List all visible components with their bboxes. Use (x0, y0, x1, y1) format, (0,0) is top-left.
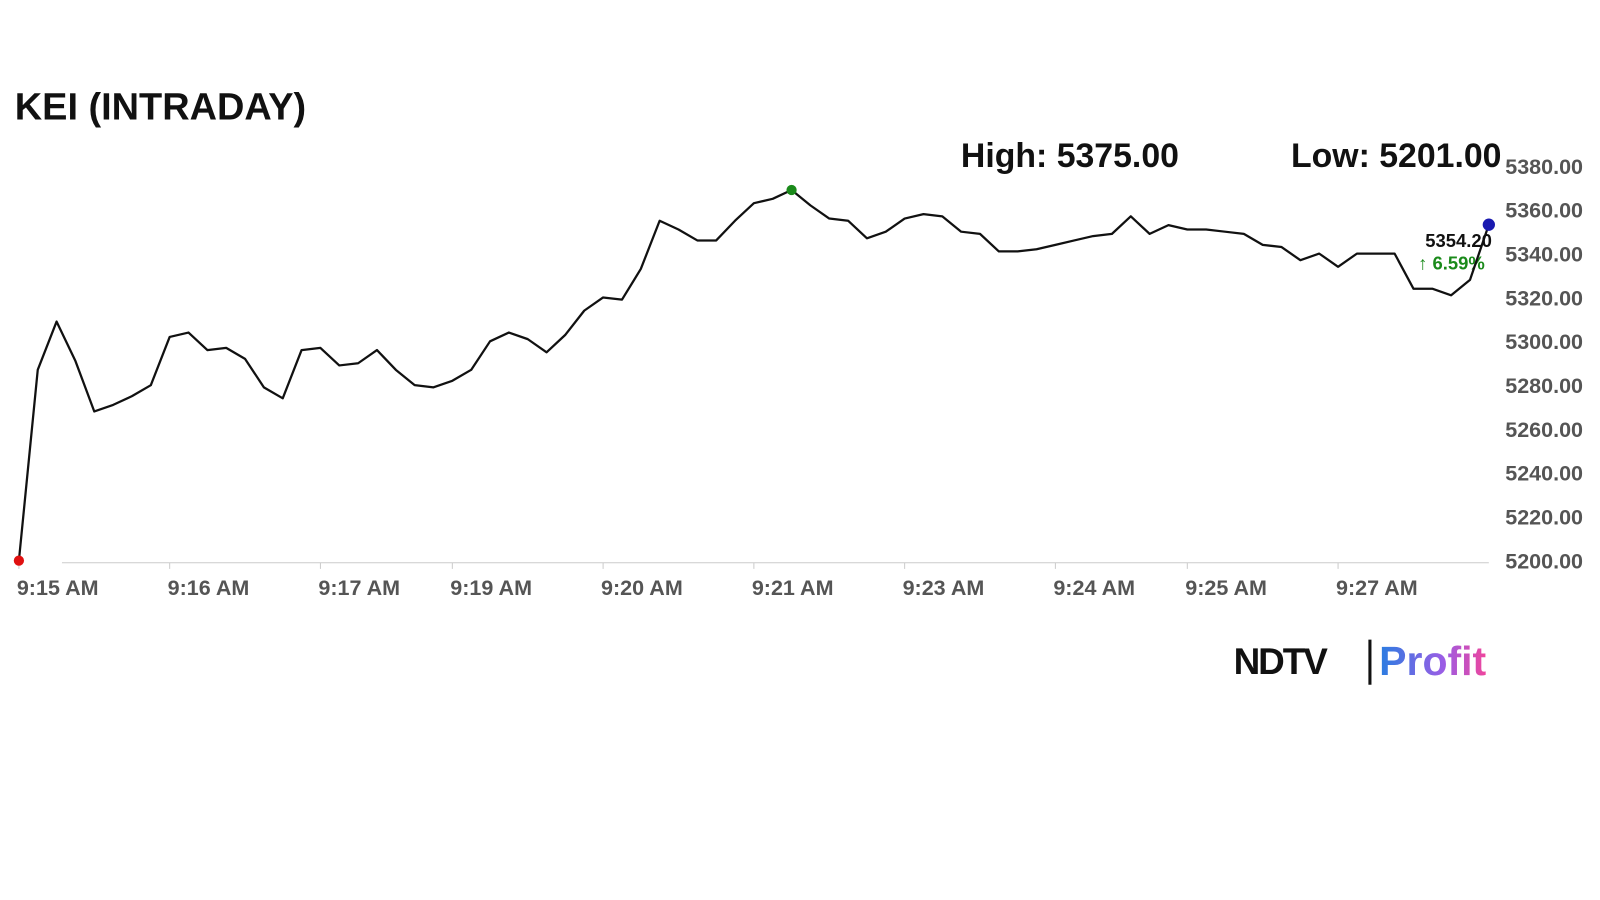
change-label: ↑ 6.59% (1418, 252, 1485, 273)
last-marker (1482, 218, 1495, 231)
x-tick-label: 9:21 AM (752, 576, 834, 600)
y-tick-label: 5360.00 (1505, 199, 1583, 223)
last-price-label: 5354.20 (1425, 230, 1492, 251)
x-tick-label: 9:17 AM (318, 576, 400, 600)
x-tick-label: 9:24 AM (1053, 576, 1135, 600)
x-tick-label: 9:19 AM (450, 576, 532, 600)
y-tick-label: 5240.00 (1505, 462, 1583, 486)
x-tick-label: 9:23 AM (903, 576, 985, 600)
high-label: High: 5375.00 (961, 137, 1179, 175)
x-tick-label: 9:27 AM (1336, 576, 1418, 600)
y-tick-label: 5220.00 (1505, 506, 1583, 530)
high-marker (786, 184, 797, 196)
y-tick-label: 5380.00 (1505, 155, 1583, 179)
y-tick-label: 5280.00 (1505, 374, 1583, 398)
y-tick-label: 5300.00 (1505, 330, 1583, 354)
x-tick-label: 9:15 AM (17, 576, 99, 600)
price-line (17, 188, 1490, 561)
x-tick-label: 9:25 AM (1185, 576, 1267, 600)
brand-logo: NDTV Profit (1234, 638, 1487, 685)
y-tick-label: 5340.00 (1505, 242, 1583, 266)
brand-profit: Profit (1379, 638, 1486, 684)
start-marker (13, 555, 25, 566)
low-label: Low: 5201.00 (1291, 137, 1502, 175)
y-tick-label: 5200.00 (1505, 549, 1583, 573)
x-tick-label: 9:20 AM (601, 576, 683, 600)
x-tick-label: 9:16 AM (168, 576, 250, 600)
y-tick-label: 5320.00 (1505, 286, 1583, 310)
y-tick-label: 5260.00 (1505, 418, 1583, 442)
chart-title: KEI (INTRADAY) (15, 87, 306, 129)
brand-ndtv: NDTV (1234, 641, 1329, 682)
